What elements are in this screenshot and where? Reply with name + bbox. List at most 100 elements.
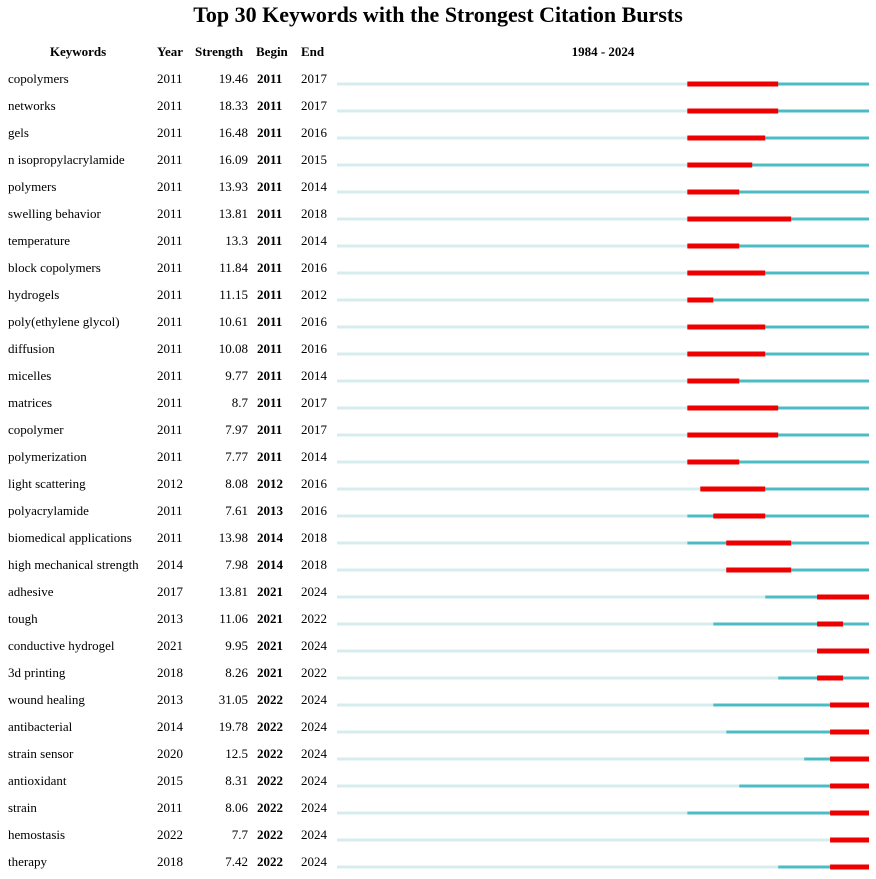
- keyword-cell: strain sensor: [8, 746, 74, 761]
- table-row: tough 2013 11.06 2021 2022: [0, 606, 876, 633]
- timeline-active-segment: [687, 460, 869, 464]
- begin-cell: 2014: [257, 557, 283, 572]
- end-cell: 2014: [301, 368, 327, 383]
- strength-cell: 13.93: [218, 179, 248, 194]
- timeline-before-segment: [337, 433, 688, 437]
- burst-bar: [817, 648, 869, 654]
- timeline-active-segment: [713, 703, 869, 707]
- begin-cell: 2022: [257, 719, 283, 734]
- year-cell: 2011: [157, 341, 183, 356]
- end-cell: 2016: [301, 503, 327, 518]
- keyword-cell: poly(ethylene glycol): [8, 314, 120, 329]
- timeline-before-segment: [337, 595, 766, 599]
- strength-cell: 19.78: [218, 719, 248, 734]
- burst-bar: [830, 756, 869, 762]
- keyword-cell: copolymers: [8, 71, 69, 86]
- burst-bar: [713, 513, 766, 519]
- year-cell: 2011: [157, 287, 183, 302]
- burst-bar: [687, 135, 766, 141]
- begin-cell: 2014: [257, 530, 283, 545]
- year-cell: 2011: [157, 233, 183, 248]
- burst-bar: [817, 594, 869, 600]
- timeline-before-segment: [337, 82, 688, 86]
- table-row: strain 2011 8.06 2022 2024: [0, 795, 876, 822]
- table-row: n isopropylacrylamide 2011 16.09 2011 2015: [0, 147, 876, 174]
- keyword-cell: strain: [8, 800, 37, 815]
- keyword-cell: swelling behavior: [8, 206, 101, 221]
- strength-cell: 13.81: [218, 206, 248, 221]
- table-row: biomedical applications 2011 13.98 2014 2018: [0, 525, 876, 552]
- table-row: therapy 2018 7.42 2022 2024: [0, 849, 876, 876]
- year-cell: 2013: [157, 611, 183, 626]
- strength-cell: 7.77: [225, 449, 248, 464]
- timeline-active-segment: [778, 865, 869, 869]
- timeline-before-segment: [337, 379, 688, 383]
- strength-cell: 13.81: [218, 584, 248, 599]
- keyword-cell: high mechanical strength: [8, 557, 139, 572]
- timeline-active-segment: [739, 784, 869, 788]
- end-cell: 2018: [301, 206, 327, 221]
- burst-bar: [687, 243, 740, 249]
- end-cell: 2016: [301, 314, 327, 329]
- table-row: matrices 2011 8.7 2011 2017: [0, 390, 876, 417]
- timeline-active-segment: [687, 352, 869, 356]
- table-row: high mechanical strength 2014 7.98 2014 2018: [0, 552, 876, 579]
- end-cell: 2024: [301, 746, 327, 761]
- end-cell: 2017: [301, 71, 327, 86]
- header-strength: Strength: [195, 44, 244, 59]
- timeline-before-segment: [337, 865, 779, 869]
- timeline-active-segment: [687, 136, 869, 140]
- table-row: poly(ethylene glycol) 2011 10.61 2011 2016: [0, 309, 876, 336]
- keyword-cell: polymers: [8, 179, 57, 194]
- begin-cell: 2011: [257, 71, 283, 86]
- year-cell: 2013: [157, 692, 183, 707]
- burst-timeline: [337, 81, 869, 870]
- begin-cell: 2021: [257, 584, 283, 599]
- timeline-before-segment: [337, 568, 727, 572]
- timeline-before-segment: [337, 757, 805, 761]
- end-cell: 2014: [301, 179, 327, 194]
- strength-cell: 11.84: [219, 260, 248, 275]
- end-cell: 2015: [301, 152, 327, 167]
- burst-bar: [687, 324, 766, 330]
- end-cell: 2024: [301, 638, 327, 653]
- begin-cell: 2011: [257, 368, 283, 383]
- keyword-cell: polymerization: [8, 449, 87, 464]
- timeline-before-segment: [337, 784, 740, 788]
- table-row: wound healing 2013 31.05 2022 2024: [0, 687, 876, 714]
- timeline-active-segment: [687, 811, 869, 815]
- timeline-before-segment: [337, 838, 831, 842]
- year-cell: 2011: [157, 530, 183, 545]
- keyword-cell: therapy: [8, 854, 47, 869]
- burst-bar: [817, 675, 844, 681]
- keyword-cell: n isopropylacrylamide: [8, 152, 125, 167]
- keyword-cell: adhesive: [8, 584, 54, 599]
- burst-bar: [687, 189, 740, 195]
- end-cell: 2024: [301, 827, 327, 842]
- end-cell: 2016: [301, 260, 327, 275]
- year-cell: 2021: [157, 638, 183, 653]
- burst-bar: [687, 459, 740, 465]
- burst-bar: [687, 216, 792, 222]
- header-timeline-range: 1984 - 2024: [571, 44, 635, 59]
- burst-bar: [687, 351, 766, 357]
- begin-cell: 2011: [257, 179, 283, 194]
- keyword-cell: diffusion: [8, 341, 55, 356]
- table-row: antibacterial 2014 19.78 2022 2024: [0, 714, 876, 741]
- keyword-cell: hemostasis: [8, 827, 66, 842]
- chart-title: Top 30 Keywords with the Strongest Citat…: [193, 2, 683, 27]
- year-cell: 2011: [157, 98, 183, 113]
- timeline-before-segment: [337, 298, 688, 302]
- table-row: strain sensor 2020 12.5 2022 2024: [0, 741, 876, 768]
- keyword-cell: micelles: [8, 368, 52, 383]
- timeline-active-segment: [687, 325, 869, 329]
- keyword-cell: matrices: [8, 395, 53, 410]
- table-row: 3d printing 2018 8.26 2021 2022: [0, 660, 876, 687]
- end-cell: 2014: [301, 449, 327, 464]
- begin-cell: 2011: [257, 206, 283, 221]
- begin-cell: 2011: [257, 449, 283, 464]
- strength-cell: 9.95: [225, 638, 248, 653]
- timeline-before-segment: [337, 352, 688, 356]
- year-cell: 2011: [157, 503, 183, 518]
- begin-cell: 2011: [257, 287, 283, 302]
